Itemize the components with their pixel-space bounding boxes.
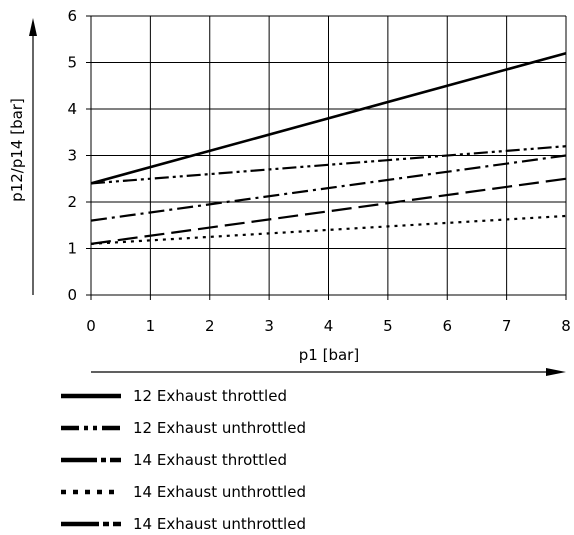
- x-axis-label: p1 [bar]: [299, 346, 359, 364]
- x-tick-label: 1: [146, 317, 156, 335]
- y-axis-arrowhead: [29, 18, 37, 36]
- y-tick-label: 4: [67, 100, 77, 118]
- tick-labels: 0 1 2 3 4 5 6 7 8 0 1 2 3 4 5 6: [67, 7, 570, 335]
- y-tick-label: 3: [67, 147, 77, 165]
- legend-label-2: 12 Exhaust unthrottled: [133, 419, 306, 437]
- series-line-3: [90, 154, 567, 222]
- series-line-2: [90, 145, 567, 185]
- x-axis-arrowhead: [546, 368, 566, 376]
- legend-label-1: 12 Exhaust throttled: [133, 387, 287, 405]
- y-tick-label: 2: [67, 193, 77, 211]
- legend-label-3: 14 Exhaust throttled: [133, 451, 287, 469]
- x-tick-label: 4: [324, 317, 334, 335]
- y-tick-label: 0: [67, 286, 77, 304]
- y-tick-label: 1: [67, 240, 77, 258]
- y-tick-label: 6: [67, 7, 77, 25]
- x-tick-label: 5: [383, 317, 393, 335]
- y-tick-label: 5: [67, 54, 77, 72]
- grid: [90, 15, 567, 296]
- x-tick-label: 2: [205, 317, 215, 335]
- legend-label-4: 14 Exhaust unthrottled: [133, 483, 306, 501]
- legend-label-5: 14 Exhaust unthrottled: [133, 515, 306, 533]
- legend: 12 Exhaust throttled 12 Exhaust unthrottl…: [61, 387, 306, 533]
- x-tick-label: 3: [264, 317, 274, 335]
- series-line-1: [90, 51, 567, 185]
- series-lines: [90, 51, 567, 245]
- axes: [29, 18, 566, 376]
- x-tick-label: 6: [442, 317, 452, 335]
- x-tick-label: 8: [561, 317, 571, 335]
- y-axis-label: p12/p14 [bar]: [8, 98, 26, 202]
- x-tick-label: 0: [86, 317, 96, 335]
- x-tick-label: 7: [502, 317, 512, 335]
